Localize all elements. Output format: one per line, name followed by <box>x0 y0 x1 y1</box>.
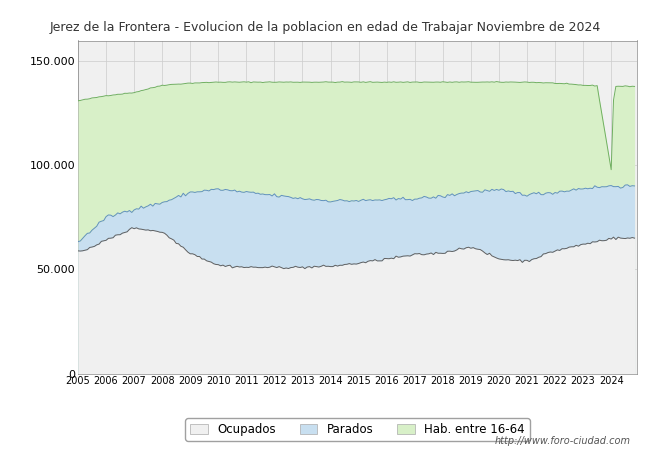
Legend: Ocupados, Parados, Hab. entre 16-64: Ocupados, Parados, Hab. entre 16-64 <box>185 418 530 441</box>
Text: Jerez de la Frontera - Evolucion de la poblacion en edad de Trabajar Noviembre d: Jerez de la Frontera - Evolucion de la p… <box>49 21 601 33</box>
Text: foro-ciudad.com: foro-ciudad.com <box>243 245 472 269</box>
Text: http://www.foro-ciudad.com: http://www.foro-ciudad.com <box>495 436 630 446</box>
